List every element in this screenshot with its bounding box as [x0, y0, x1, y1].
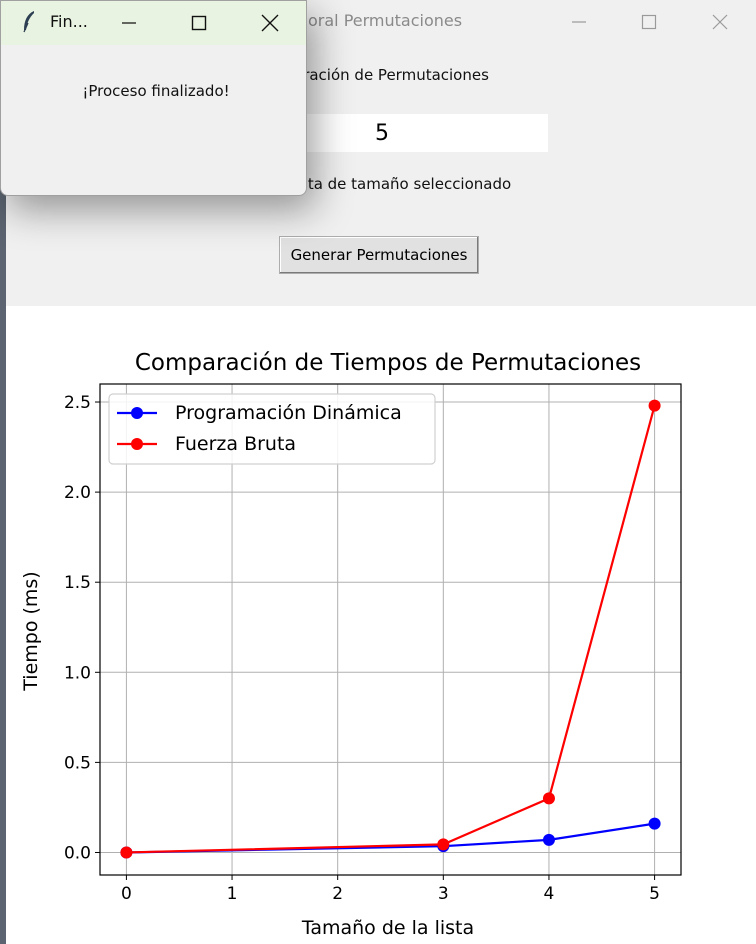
legend-swatch-marker [131, 407, 143, 419]
close-icon [261, 14, 279, 32]
data-point [120, 846, 133, 859]
x-axis-label: Tamaño de la lista [301, 917, 474, 939]
legend-label: Programación Dinámica [175, 402, 402, 424]
data-point [437, 838, 450, 851]
finished-dialog: Fin... ¡Proceso finalizado! [0, 0, 307, 196]
generate-permutations-button[interactable]: Generar Permutaciones [279, 236, 479, 274]
y-tick-label: 2.5 [64, 393, 91, 413]
data-point [648, 817, 661, 830]
data-point [542, 833, 555, 846]
dialog-close-button[interactable] [247, 3, 293, 43]
dialog-maximize-button[interactable] [176, 3, 222, 43]
data-point [542, 792, 555, 805]
chart-title: Comparación de Tiempos de Permutaciones [135, 350, 641, 376]
main-maximize-button[interactable] [626, 2, 672, 42]
x-tick-label: 5 [649, 884, 660, 904]
x-tick-label: 0 [121, 884, 132, 904]
minimize-icon [572, 21, 586, 23]
x-tick-label: 2 [332, 884, 343, 904]
series-line-0 [126, 822, 655, 854]
dialog-title: Fin... [50, 12, 88, 31]
maximize-icon [191, 15, 207, 31]
close-icon [712, 14, 728, 30]
maximize-icon [641, 14, 657, 30]
feather-icon [23, 11, 34, 33]
y-tick-label: 0.5 [64, 753, 91, 773]
panel-heading: aración de Permutaciones [294, 66, 489, 84]
y-tick-label: 2.0 [64, 483, 91, 503]
minimize-icon [122, 22, 136, 24]
data-point [648, 399, 661, 412]
dialog-title-bar: Fin... [1, 1, 306, 45]
size-hint-label: sta de tamaño seleccionado [300, 175, 512, 193]
y-tick-label: 1.5 [64, 573, 91, 593]
legend-swatch-marker [131, 438, 143, 450]
chart-legend: Programación Dinámica Fuerza Bruta [108, 393, 436, 465]
x-tick-label: 4 [544, 884, 555, 904]
dialog-message: ¡Proceso finalizado! [82, 82, 230, 100]
axis-ticks: 0 1 2 3 4 5 0.0 0.5 1.0 1.5 2.0 2.5 [64, 393, 660, 904]
chart-series [120, 399, 661, 859]
y-axis-label: Tiempo (ms) [20, 571, 42, 691]
y-tick-label: 1.0 [64, 663, 91, 683]
plot-frame [99, 383, 682, 876]
y-tick-label: 0.0 [64, 843, 91, 863]
x-tick-label: 3 [438, 884, 449, 904]
legend-box [108, 393, 436, 465]
legend-label: Fuerza Bruta [175, 433, 296, 455]
x-tick-label: 1 [227, 884, 238, 904]
series-line-1 [126, 405, 656, 854]
figure-canvas: Comparación de Tiempos de Permutaciones … [6, 306, 756, 944]
dialog-minimize-button[interactable] [106, 3, 152, 43]
timing-chart: Comparación de Tiempos de Permutaciones … [20, 350, 682, 939]
main-minimize-button[interactable] [556, 2, 602, 42]
main-window-title: oral Permutaciones [308, 11, 463, 30]
main-close-button[interactable] [697, 2, 743, 42]
